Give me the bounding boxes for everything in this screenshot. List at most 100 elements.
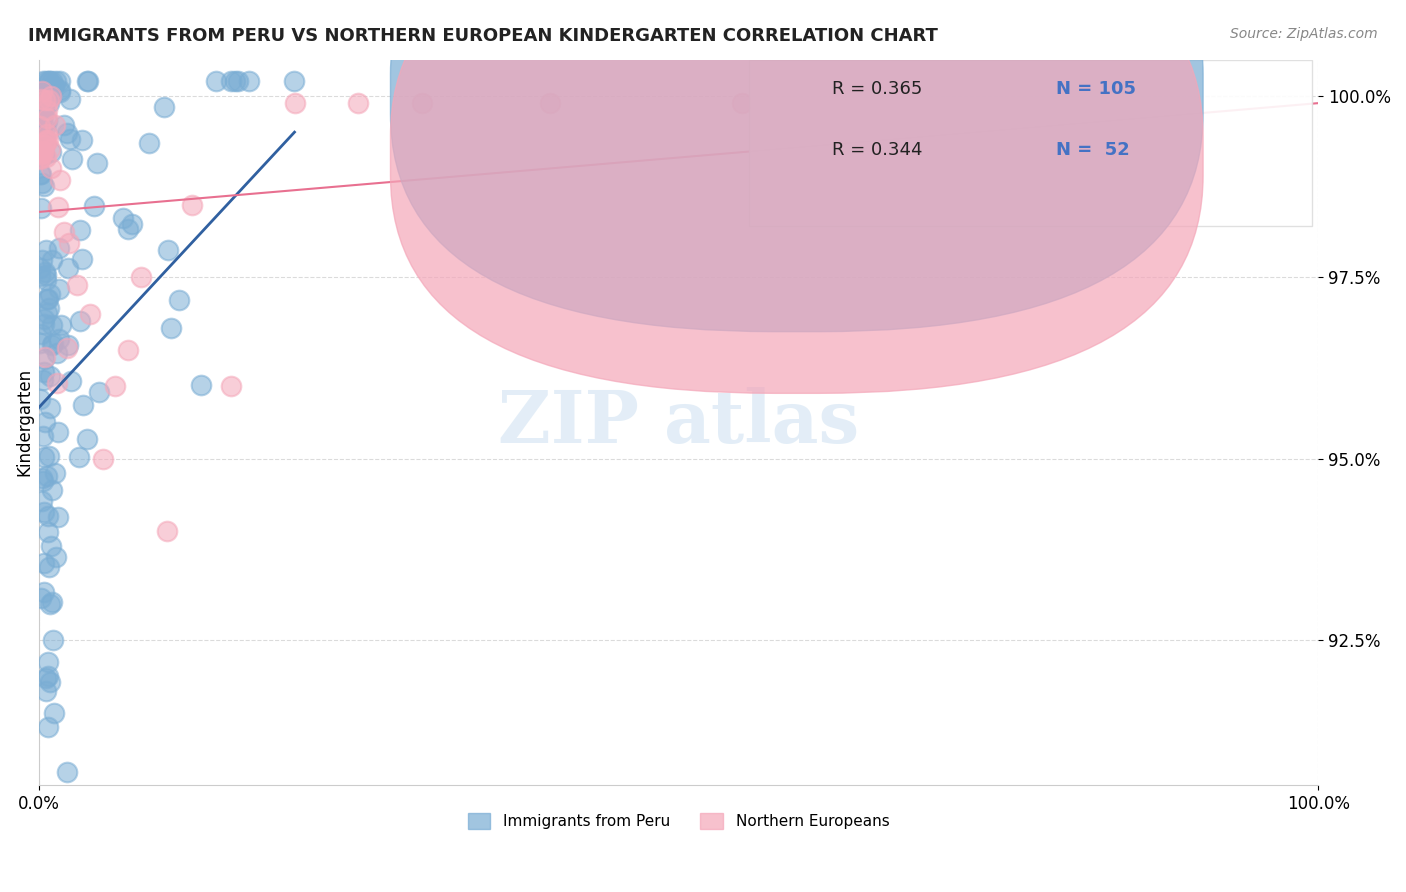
Point [31,493,53,508]
Point [28,269,51,284]
Point [28,95,51,110]
Point [30,103,52,118]
Point [34,74,56,88]
Point [58,236,80,251]
Point [79,306,101,320]
Point [205,74,228,88]
Point [31,471,53,485]
Point [31,93,53,107]
Point [48,241,70,255]
Point [347,96,370,111]
Point [49,74,72,88]
Point [42,79,65,94]
Point [30,111,52,125]
FancyBboxPatch shape [749,60,1312,227]
Point [34,365,56,379]
Point [30,327,52,342]
Point [41,74,63,88]
FancyBboxPatch shape [391,0,1204,332]
Text: R = 0.365: R = 0.365 [832,79,922,97]
Point [153,100,176,114]
Point [28,87,51,102]
Point [48,83,70,97]
Point [46,200,69,214]
Point [34,416,56,430]
Point [31,144,53,158]
Point [59,92,82,106]
Point [44,466,66,480]
Point [37,103,59,118]
Point [30,145,52,160]
Point [37,525,59,540]
Point [37,133,59,147]
Point [38,96,60,111]
Point [859,96,882,111]
Point [32,505,55,519]
Point [28,119,51,133]
Point [34,585,56,599]
Point [41,632,63,647]
Point [30,128,52,142]
Point [41,483,63,497]
Point [190,378,212,392]
Point [41,338,63,352]
Point [77,74,100,88]
Point [45,550,67,565]
Point [30,87,52,102]
Point [34,351,56,365]
Text: N =  52: N = 52 [1056,141,1129,160]
Point [34,352,56,367]
Point [37,655,59,669]
Point [28,152,51,166]
Point [32,145,55,159]
Point [38,450,60,464]
Point [38,560,60,574]
Point [38,74,60,88]
Point [67,450,90,464]
Point [138,136,160,150]
Point [32,318,55,332]
Point [38,74,60,88]
Point [31,74,53,88]
Point [117,222,139,236]
Point [48,333,70,347]
Point [45,376,67,390]
Point [41,252,63,267]
Point [34,131,56,145]
Point [32,311,55,326]
Point [53,225,76,239]
Point [39,287,62,301]
Point [37,508,59,523]
Point [42,335,65,350]
Point [76,433,98,447]
Point [31,176,53,190]
Point [46,509,69,524]
Point [49,173,72,187]
Point [28,392,51,407]
Point [224,74,246,88]
Point [30,128,52,142]
Point [219,74,242,88]
Point [41,595,63,609]
Point [30,201,52,215]
Point [38,84,60,98]
Point [39,145,62,160]
Point [28,130,51,145]
FancyBboxPatch shape [391,0,1204,393]
Point [37,720,59,734]
Point [56,765,79,780]
Point [28,111,51,125]
Point [31,88,53,103]
Point [411,96,433,111]
Point [70,133,93,147]
Point [31,84,53,98]
Point [46,346,69,360]
Point [69,314,91,328]
Point [30,105,52,120]
Point [28,151,51,165]
Point [41,89,63,103]
Point [28,125,51,139]
Point [34,136,56,150]
Point [121,217,143,231]
Point [56,337,79,351]
